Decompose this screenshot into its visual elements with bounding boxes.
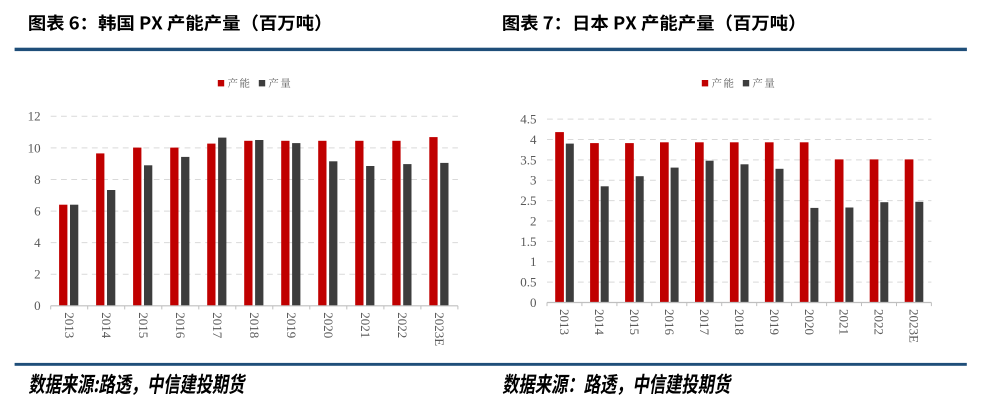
svg-text:2016: 2016 [662, 309, 677, 336]
svg-text:2014: 2014 [592, 309, 607, 336]
svg-text:2017: 2017 [210, 312, 225, 339]
svg-text:1.5: 1.5 [520, 234, 536, 249]
svg-text:4: 4 [530, 132, 537, 147]
svg-text:2015: 2015 [136, 312, 151, 338]
svg-text:2020: 2020 [321, 312, 336, 338]
svg-text:2.5: 2.5 [520, 193, 536, 208]
svg-text:2023E: 2023E [907, 309, 922, 343]
svg-text:2: 2 [34, 267, 41, 282]
svg-text:2015: 2015 [627, 309, 642, 335]
svg-text:2018: 2018 [247, 312, 262, 338]
svg-text:4: 4 [34, 235, 41, 250]
svg-text:2022: 2022 [395, 312, 410, 338]
svg-text:0.5: 0.5 [520, 275, 536, 290]
svg-text:2023E: 2023E [432, 312, 447, 346]
svg-text:2021: 2021 [837, 309, 852, 335]
svg-text:2020: 2020 [802, 309, 817, 335]
svg-text:2014: 2014 [99, 312, 114, 339]
svg-text:2016: 2016 [173, 312, 188, 339]
svg-text:2013: 2013 [557, 309, 572, 335]
svg-text:2019: 2019 [767, 309, 782, 335]
svg-text:0: 0 [530, 295, 537, 310]
svg-text:0: 0 [34, 298, 41, 313]
svg-text:2013: 2013 [62, 312, 77, 338]
svg-text:10: 10 [28, 140, 41, 155]
svg-text:2019: 2019 [284, 312, 299, 338]
svg-text:3: 3 [530, 173, 537, 188]
svg-text:1: 1 [530, 254, 537, 269]
svg-text:2017: 2017 [697, 309, 712, 336]
svg-text:4.5: 4.5 [520, 112, 536, 127]
svg-text:2022: 2022 [872, 309, 887, 335]
svg-text:12: 12 [28, 109, 41, 124]
svg-text:2: 2 [530, 213, 537, 228]
svg-text:8: 8 [34, 172, 41, 187]
svg-text:6: 6 [34, 204, 41, 219]
svg-text:2018: 2018 [732, 309, 747, 335]
svg-text:2021: 2021 [358, 312, 373, 338]
svg-text:3.5: 3.5 [520, 152, 536, 167]
